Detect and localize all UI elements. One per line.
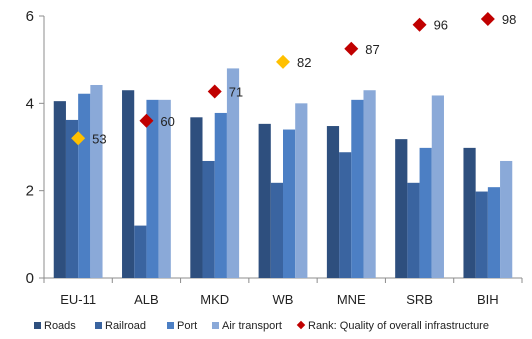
bar-air-transport (226, 68, 240, 279)
x-tick-label: SRB (406, 292, 433, 307)
rank-label: 82 (297, 55, 311, 70)
x-tick-label: MNE (337, 292, 366, 307)
legend-item-rank: Rank: Quality of overall infrastructure (296, 320, 489, 332)
bar-air-transport (500, 160, 513, 278)
legend-swatch-roads (34, 322, 41, 329)
rank-marker (344, 41, 359, 56)
legend-swatch-air-transport (212, 322, 219, 329)
x-tick-label: WB (273, 292, 294, 307)
x-tick-label: ALB (134, 292, 159, 307)
bar-air-transport (295, 103, 308, 278)
bar-roads (53, 101, 66, 279)
bar-railroad (270, 182, 283, 278)
bar-roads (326, 126, 340, 278)
legend-item-railroad: Railroad (95, 320, 146, 332)
rank-marker (480, 12, 495, 27)
x-tick-label: BIH (477, 292, 499, 307)
y-tick-label: 4 (26, 95, 34, 112)
rank-label: 98 (502, 12, 516, 27)
rank-label: 96 (434, 18, 448, 33)
y-tick-label: 6 (26, 8, 34, 25)
rank-marker (276, 54, 290, 69)
bar-roads (258, 123, 271, 279)
bar-port (146, 99, 159, 278)
x-tick-label: MKD (200, 292, 229, 307)
bar-air-transport (90, 84, 103, 278)
y-tick-label: 2 (26, 183, 34, 200)
bar-railroad (339, 152, 352, 278)
rank-markers (71, 12, 495, 146)
bars (53, 68, 513, 279)
x-tick-label: EU-11 (60, 292, 96, 307)
bar-air-transport (363, 90, 376, 278)
legend-item-air-transport: Air transport (212, 320, 282, 332)
bar-railroad (407, 182, 420, 278)
rank-label: 53 (92, 131, 106, 146)
y-tick-label: 0 (26, 270, 34, 287)
bar-port (487, 187, 501, 278)
bar-port (283, 129, 296, 278)
bar-railroad (134, 225, 147, 278)
bar-roads (190, 117, 203, 278)
bar-railroad (475, 191, 488, 278)
bar-roads (463, 147, 476, 278)
bar-air-transport (158, 99, 171, 278)
chart: 0 2 4 6 EU-11 ALB MKD WB MNE SRB BIH 53 60 71 82 87 96 98 (26, 8, 523, 307)
legend: Roads Railroad Port Air transport Rank: … (0, 318, 532, 336)
rank-marker (207, 84, 222, 99)
rank-label: 71 (229, 85, 243, 100)
bar-port (78, 93, 91, 278)
bar-railroad (65, 119, 79, 278)
legend-diamond-icon (296, 320, 306, 330)
rank-marker (139, 113, 154, 128)
legend-item-roads: Roads (34, 320, 76, 332)
rank-marker (412, 17, 427, 32)
legend-label-port: Port (177, 320, 198, 332)
bar-port (351, 99, 364, 278)
axis-labels: 0 2 4 6 EU-11 ALB MKD WB MNE SRB BIH 53 60 71 82 87 96 98 (26, 8, 517, 307)
bar-railroad (202, 160, 215, 278)
bar-air-transport (431, 95, 444, 279)
legend-label-railroad: Railroad (105, 320, 146, 332)
legend-label-roads: Roads (44, 320, 76, 332)
legend-label-rank: Rank: Quality of overall infrastructure (308, 320, 489, 332)
legend-swatch-port (167, 322, 174, 329)
legend-label-air-transport: Air transport (222, 320, 282, 332)
bar-roads (122, 90, 135, 278)
legend-swatch-railroad (95, 322, 102, 329)
legend-item-port: Port (167, 320, 197, 332)
bar-port (419, 147, 432, 278)
bar-port (214, 112, 227, 278)
rank-marker (71, 131, 86, 146)
bar-roads (395, 139, 408, 278)
rank-label: 87 (365, 42, 379, 57)
rank-label: 60 (160, 114, 174, 129)
